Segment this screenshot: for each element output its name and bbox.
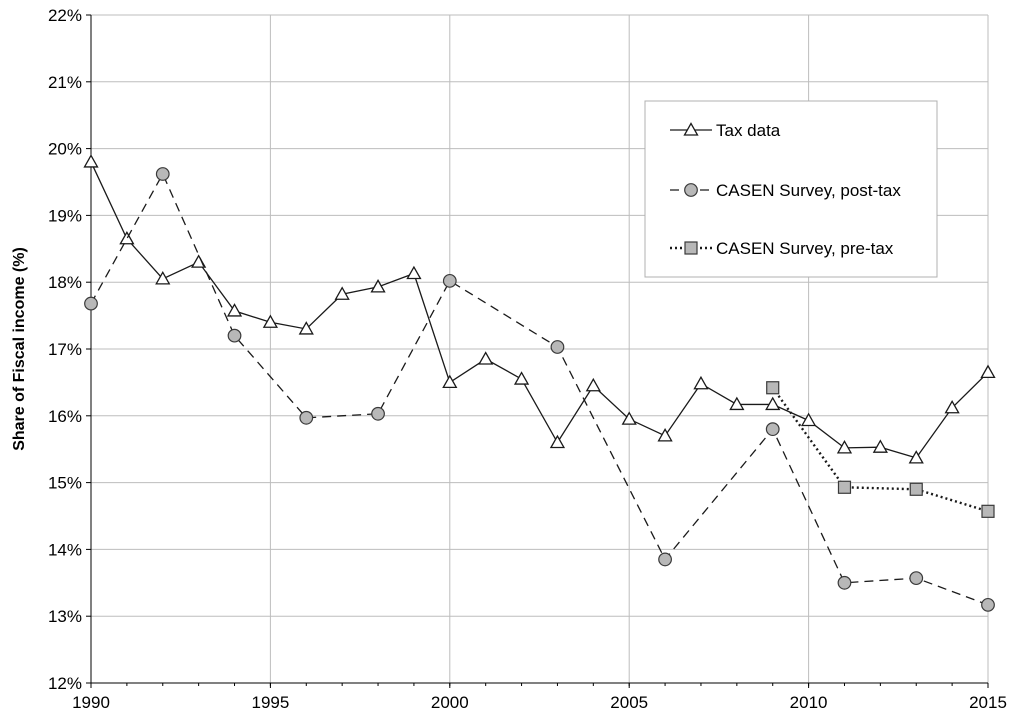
y-tick-label: 19% <box>48 206 82 225</box>
data-point <box>262 314 279 328</box>
legend-label: CASEN Survey, post-tax <box>716 181 901 200</box>
legend-item: CASEN Survey, pre-tax <box>670 239 894 258</box>
series-line <box>90 161 989 459</box>
data-point <box>84 296 98 311</box>
y-tick-label: 18% <box>48 273 82 292</box>
y-tick-label: 21% <box>48 73 82 92</box>
legend-item: Tax data <box>670 121 781 140</box>
y-tick-label: 15% <box>48 474 82 493</box>
data-point <box>370 279 386 293</box>
data-point <box>550 340 565 354</box>
legend-marker <box>684 241 698 255</box>
series-square <box>766 381 995 518</box>
x-tick-label: 2005 <box>610 693 648 712</box>
data-point <box>621 411 637 425</box>
data-point <box>872 439 888 453</box>
axes: 12% 13% 14% 15% 16% 17% 18% 19% 20% 21% 22% 1990 199… <box>48 6 1007 712</box>
x-tick-label: 2000 <box>431 693 469 712</box>
data-point <box>442 374 458 389</box>
data-point <box>980 364 996 379</box>
data-point <box>442 273 457 288</box>
data-point <box>837 480 852 494</box>
legend-marker <box>684 183 698 197</box>
data-point <box>334 286 350 300</box>
y-tick-label: 12% <box>48 674 82 693</box>
data-point <box>800 412 817 427</box>
series-circle <box>84 167 995 612</box>
legend-item: CASEN Survey, post-tax <box>670 181 901 200</box>
data-point <box>226 303 243 317</box>
legend-label: Tax data <box>716 121 781 140</box>
data-point <box>836 440 853 454</box>
data-point <box>658 552 672 567</box>
y-tick-label: 17% <box>48 340 82 359</box>
series-triangle <box>83 154 996 464</box>
y-tick-label: 22% <box>48 6 82 25</box>
data-point <box>155 167 170 181</box>
data-point <box>981 504 995 518</box>
data-point <box>981 597 995 612</box>
y-tick-label: 16% <box>48 407 82 426</box>
x-tick-label: 2010 <box>790 693 828 712</box>
data-point <box>657 428 673 442</box>
data-point <box>585 377 601 392</box>
data-point <box>371 406 385 421</box>
data-point <box>766 381 780 395</box>
legend-label: CASEN Survey, pre-tax <box>716 239 894 258</box>
data-point <box>909 571 924 586</box>
data-point <box>513 371 530 385</box>
data-point <box>83 154 99 168</box>
series-layer <box>83 154 996 612</box>
data-point <box>909 482 923 496</box>
data-point <box>549 434 566 449</box>
series-line <box>90 172 989 606</box>
series-line <box>771 387 989 513</box>
x-tick-label: 1990 <box>72 693 110 712</box>
data-point <box>693 375 709 390</box>
data-point <box>298 321 314 335</box>
data-point <box>944 399 960 414</box>
x-tick-label: 1995 <box>251 693 289 712</box>
data-point <box>406 265 422 280</box>
y-tick-label: 13% <box>48 607 82 626</box>
y-tick-label: 20% <box>48 140 82 159</box>
y-tick-label: 14% <box>48 540 82 559</box>
data-point <box>299 410 314 425</box>
x-tick-label: 2015 <box>969 693 1007 712</box>
data-point <box>119 230 135 245</box>
data-point <box>155 271 171 285</box>
data-point <box>765 422 780 437</box>
data-point <box>908 450 924 464</box>
data-point <box>837 575 852 590</box>
y-axis-label: Share of Fiscal income (%) <box>11 247 28 451</box>
data-point <box>478 351 494 365</box>
legend-marker <box>683 122 699 136</box>
data-point <box>765 396 781 411</box>
data-point <box>729 396 745 411</box>
legend: Tax data CASEN Survey, post-tax CASEN Surv… <box>644 100 938 278</box>
data-point <box>227 328 242 343</box>
